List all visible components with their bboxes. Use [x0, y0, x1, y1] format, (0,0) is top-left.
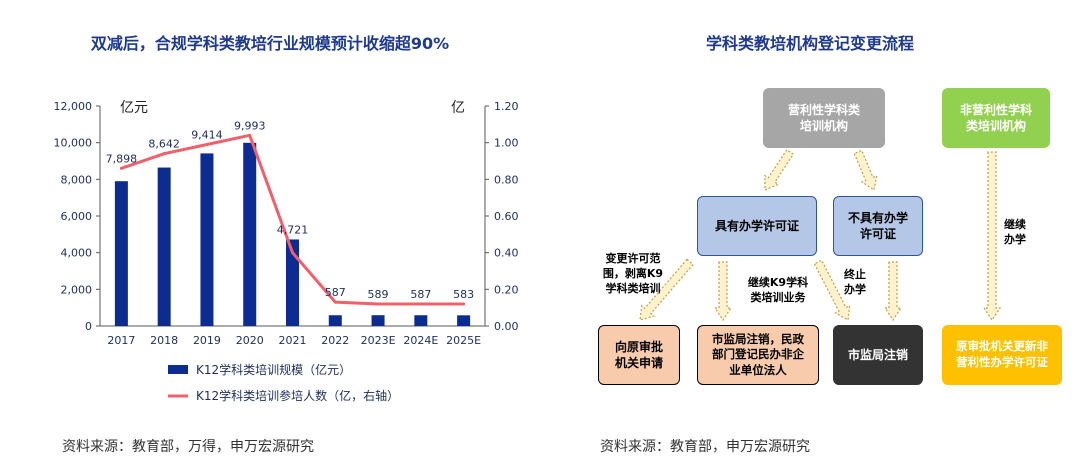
edge-label-continue-k9: 继续K9学科 类培训业务	[747, 276, 809, 304]
left-tick-label: 4,000	[61, 247, 93, 260]
left-source-note: 资料来源：教育部，万得，申万宏源研究	[62, 439, 314, 455]
data-label-2023E: 589	[368, 288, 389, 301]
arrow-haslicense-to-apply	[639, 258, 694, 321]
data-label-2018: 8,642	[148, 138, 180, 151]
flow-diagram-arrows	[639, 148, 1002, 322]
data-label-2017: 7,898	[106, 152, 138, 165]
edge-label-continue: 继续 办学	[1004, 218, 1026, 246]
bar-2020	[243, 142, 257, 326]
node-register-private-nonprofit: 市监局注销，民政 部门登记民办非企 业单位法人	[697, 325, 819, 385]
edge-label-terminate: 终止 办学	[844, 268, 866, 296]
edge-label-change-scope: 变更许可范 围，剥离K9 学科类培训	[602, 252, 664, 295]
arrow-haslicense-to-cancel	[813, 259, 851, 321]
right-tick-label: 0.20	[494, 283, 519, 296]
left-chart-title: 双减后，合规学科类教培行业规模预计收缩超90%	[90, 34, 450, 53]
data-label-2024E: 587	[410, 288, 431, 301]
left-tick-label: 6,000	[61, 210, 93, 223]
bar-2018	[157, 167, 171, 326]
right-source-note: 资料来源：教育部，申万宏源研究	[600, 439, 810, 455]
left-tick-label: 12,000	[54, 100, 93, 113]
line-point-2024E	[419, 302, 423, 306]
node-apply-original-authority: 向原审批 机关申请	[598, 325, 680, 385]
node-no-license: 不具有办学 许可证	[833, 196, 923, 256]
node-non-profit-institution: 非营利性学科 类培训机构	[942, 88, 1050, 148]
x-tick-label: 2020	[236, 334, 264, 347]
arrow-forprofit-to-nolicense	[853, 149, 878, 192]
line-point-2018	[162, 152, 166, 156]
bar-2023E	[371, 315, 385, 326]
right-tick-label: 0.80	[494, 173, 519, 186]
right-tick-label: 0.60	[494, 210, 519, 223]
right-tick-label: 1.00	[494, 137, 519, 150]
right-tick-label: 0.00	[494, 320, 519, 333]
x-tick-label: 2021	[279, 334, 307, 347]
x-tick-label: 2024E	[403, 334, 438, 347]
legend-swatch-bar	[168, 365, 188, 374]
line-point-2021	[291, 251, 294, 255]
node-update-nonprofit-license: 原审批机关更新非 营利性办学许可证	[942, 325, 1062, 385]
left-tick-label: 2,000	[61, 283, 93, 296]
left-tick-label: 8,000	[61, 173, 93, 186]
line-point-2020	[248, 133, 252, 137]
line-point-2017	[119, 166, 123, 170]
arrow-forprofit-to-haslicense	[764, 148, 795, 191]
arrow-nonprofit-to-newlicense	[982, 151, 1002, 322]
node-market-bureau-cancel: 市监局注销	[833, 325, 923, 385]
data-label-2022: 587	[325, 286, 346, 299]
right-axis-unit: 亿	[451, 100, 465, 116]
left-tick-label: 0	[85, 320, 92, 333]
x-tick-label: 2025E	[446, 334, 481, 347]
bar-2019	[200, 153, 214, 326]
left-tick-label: 10,000	[54, 137, 93, 150]
line-point-2025E	[462, 302, 466, 306]
line-point-2023E	[376, 302, 380, 306]
bar-2024E	[414, 315, 428, 326]
x-tick-label: 2017	[107, 334, 135, 347]
right-tick-label: 1.20	[494, 100, 519, 113]
data-label-2019: 9,414	[191, 129, 223, 142]
legend-label-line: K12学科类培训参培人数（亿，右轴）	[196, 388, 399, 403]
x-tick-label: 2019	[193, 334, 221, 347]
data-label-2020: 9,993	[234, 119, 266, 132]
right-tick-label: 0.40	[494, 247, 519, 260]
node-has-license: 具有办学许可证	[697, 196, 817, 256]
data-label-2025E: 583	[453, 288, 474, 301]
bar-line-chart: 0 2,000 4,000 6,000 8,000 10,000 12,000 0.00 0.2…	[54, 100, 519, 403]
bar-2017	[114, 181, 128, 326]
x-tick-label: 2023E	[361, 334, 396, 347]
data-label-2021: 4,721	[277, 223, 309, 236]
right-diagram-title: 学科类教培机构登记变更流程	[705, 34, 914, 53]
line-point-2022	[333, 300, 337, 304]
left-axis-unit: 亿元	[120, 100, 148, 116]
arrow-haslicense-to-register	[713, 261, 733, 322]
bar-2022	[328, 315, 342, 326]
x-tick-label: 2022	[321, 334, 349, 347]
arrow-nolicense-to-cancel	[883, 261, 903, 322]
legend-label-bar: K12学科类培训规模（亿元）	[196, 362, 351, 377]
line-point-2019	[205, 143, 209, 146]
bar-2025E	[457, 315, 471, 326]
node-for-profit-institution: 营利性学科类 培训机构	[763, 88, 885, 148]
bar-2021	[286, 239, 299, 326]
x-tick-label: 2018	[150, 334, 178, 347]
